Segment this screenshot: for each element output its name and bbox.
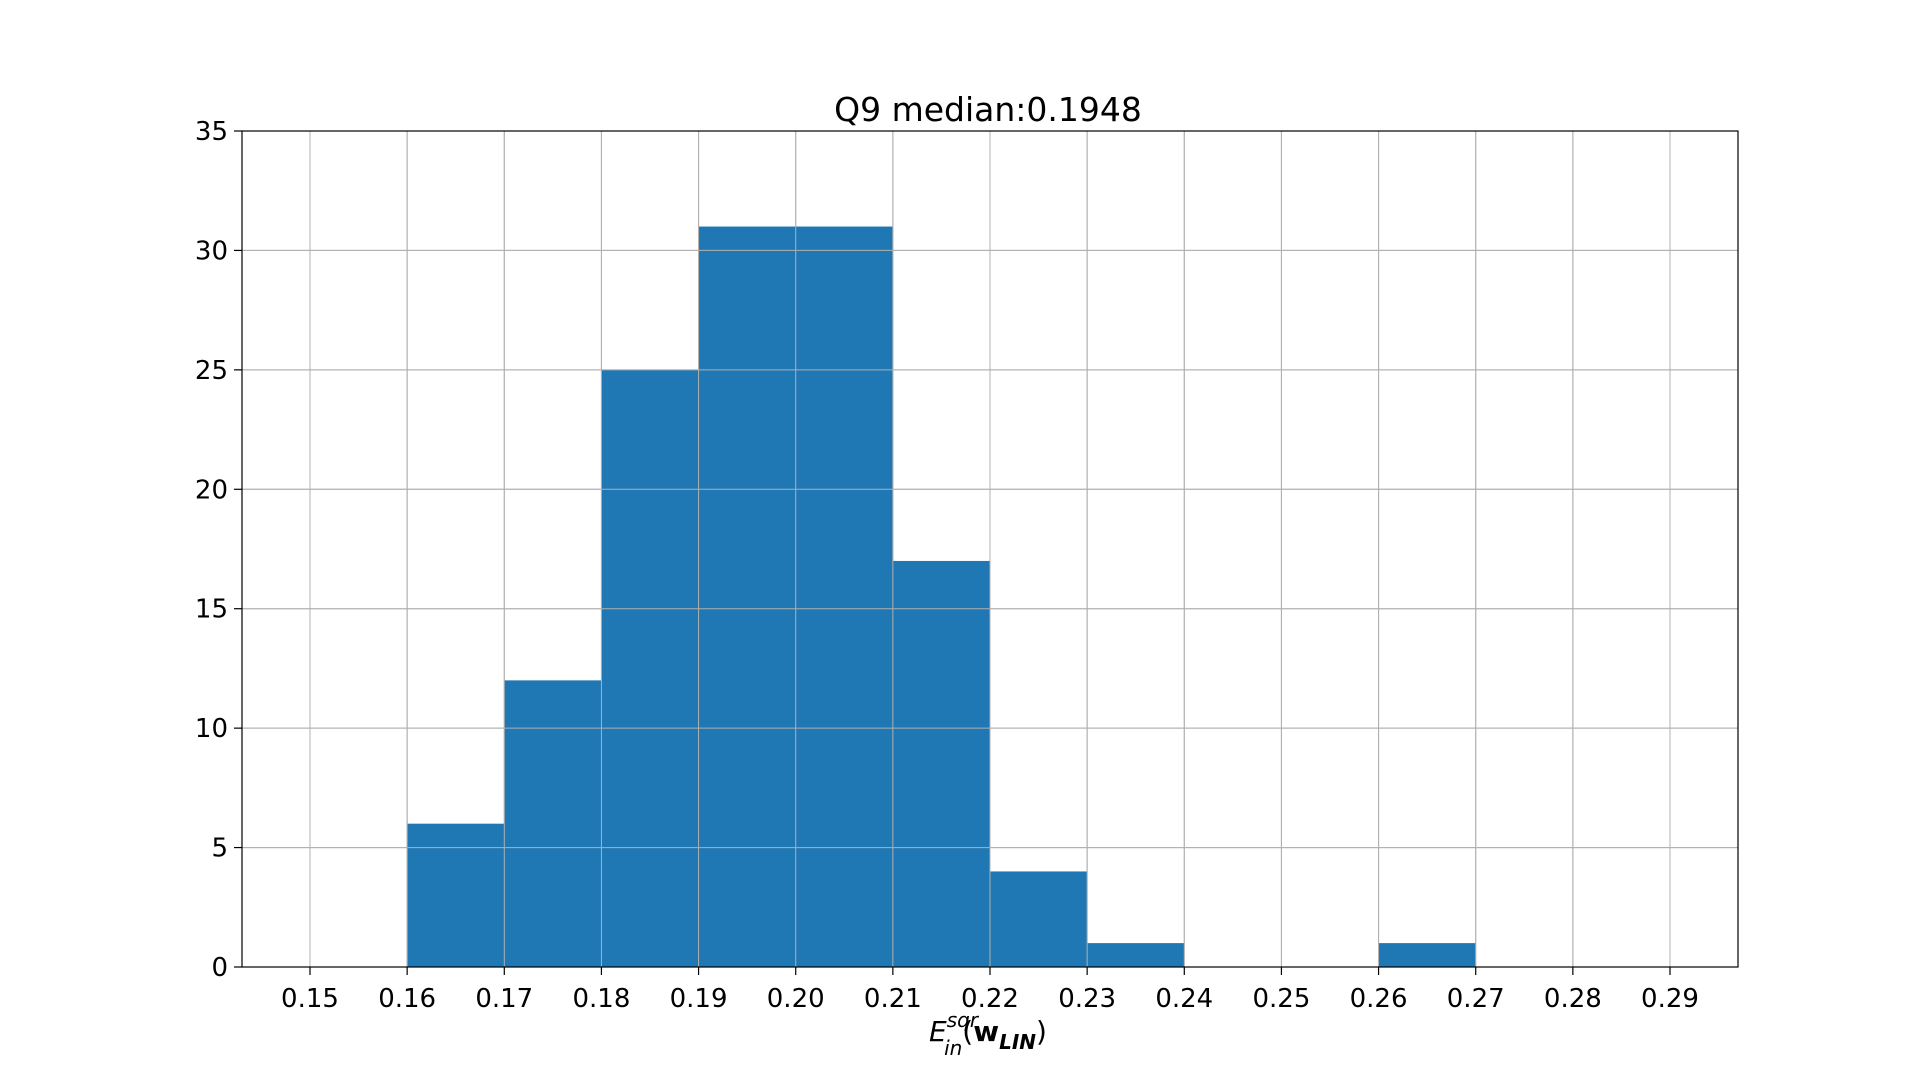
histogram-bar-6 [990, 871, 1088, 967]
x-tick-label-8: 0.23 [1058, 984, 1116, 1014]
x-label-subscript: in [944, 1036, 962, 1060]
x-tick-label-4: 0.19 [670, 984, 728, 1014]
x-tick-label-13: 0.28 [1544, 984, 1602, 1014]
x-tick-label-9: 0.24 [1155, 984, 1213, 1014]
y-tick-label-2: 10 [195, 714, 228, 744]
x-tick-label-0: 0.15 [281, 984, 339, 1014]
histogram-bar-10 [1378, 943, 1476, 967]
y-tick-label-3: 15 [195, 595, 228, 625]
y-tick-label-7: 35 [195, 117, 228, 147]
y-tick-label-4: 20 [195, 475, 228, 505]
histogram-bar-5 [892, 560, 990, 967]
histogram-bar-4 [795, 226, 893, 968]
histogram-bars [407, 226, 1476, 968]
y-tick-label-0: 0 [211, 953, 228, 983]
y-tick-label-6: 30 [195, 236, 228, 266]
x-tick-label-10: 0.25 [1252, 984, 1310, 1014]
x-label-superscript: sqr [947, 1008, 980, 1032]
histogram-bar-2 [601, 369, 699, 967]
x-label-paren-open: ( [962, 1015, 973, 1048]
y-axis-ticks: 0 5 10 15 20 25 30 35 [195, 117, 242, 983]
x-label-base: E [929, 1015, 947, 1048]
x-label-bold: w [973, 1015, 999, 1048]
x-tick-label-12: 0.27 [1447, 984, 1505, 1014]
histogram-bar-0 [407, 823, 505, 967]
y-tick-label-1: 5 [211, 834, 228, 864]
histogram-bar-7 [1087, 943, 1185, 967]
y-tick-label-5: 25 [195, 356, 228, 386]
x-axis-ticks: 0.15 0.16 0.17 0.18 0.19 0.20 0.21 0.22 0.23 0.24… [281, 967, 1699, 1014]
x-tick-label-14: 0.29 [1641, 984, 1699, 1014]
x-tick-label-3: 0.18 [572, 984, 630, 1014]
x-label-paren-close: ) [1036, 1015, 1047, 1048]
x-tick-label-6: 0.21 [864, 984, 922, 1014]
x-tick-label-5: 0.20 [767, 984, 825, 1014]
x-tick-label-2: 0.17 [475, 984, 533, 1014]
x-tick-label-1: 0.16 [378, 984, 436, 1014]
histogram-bar-1 [504, 680, 602, 967]
x-axis-label: Esqr in(wLIN) [929, 1008, 1047, 1060]
x-tick-label-11: 0.26 [1350, 984, 1408, 1014]
chart-title: Q9 median:0.1948 [834, 90, 1142, 129]
x-tick-label-7: 0.22 [961, 984, 1019, 1014]
x-label-arg-subscript: LIN [999, 1030, 1036, 1054]
histogram-bar-3 [698, 226, 796, 968]
